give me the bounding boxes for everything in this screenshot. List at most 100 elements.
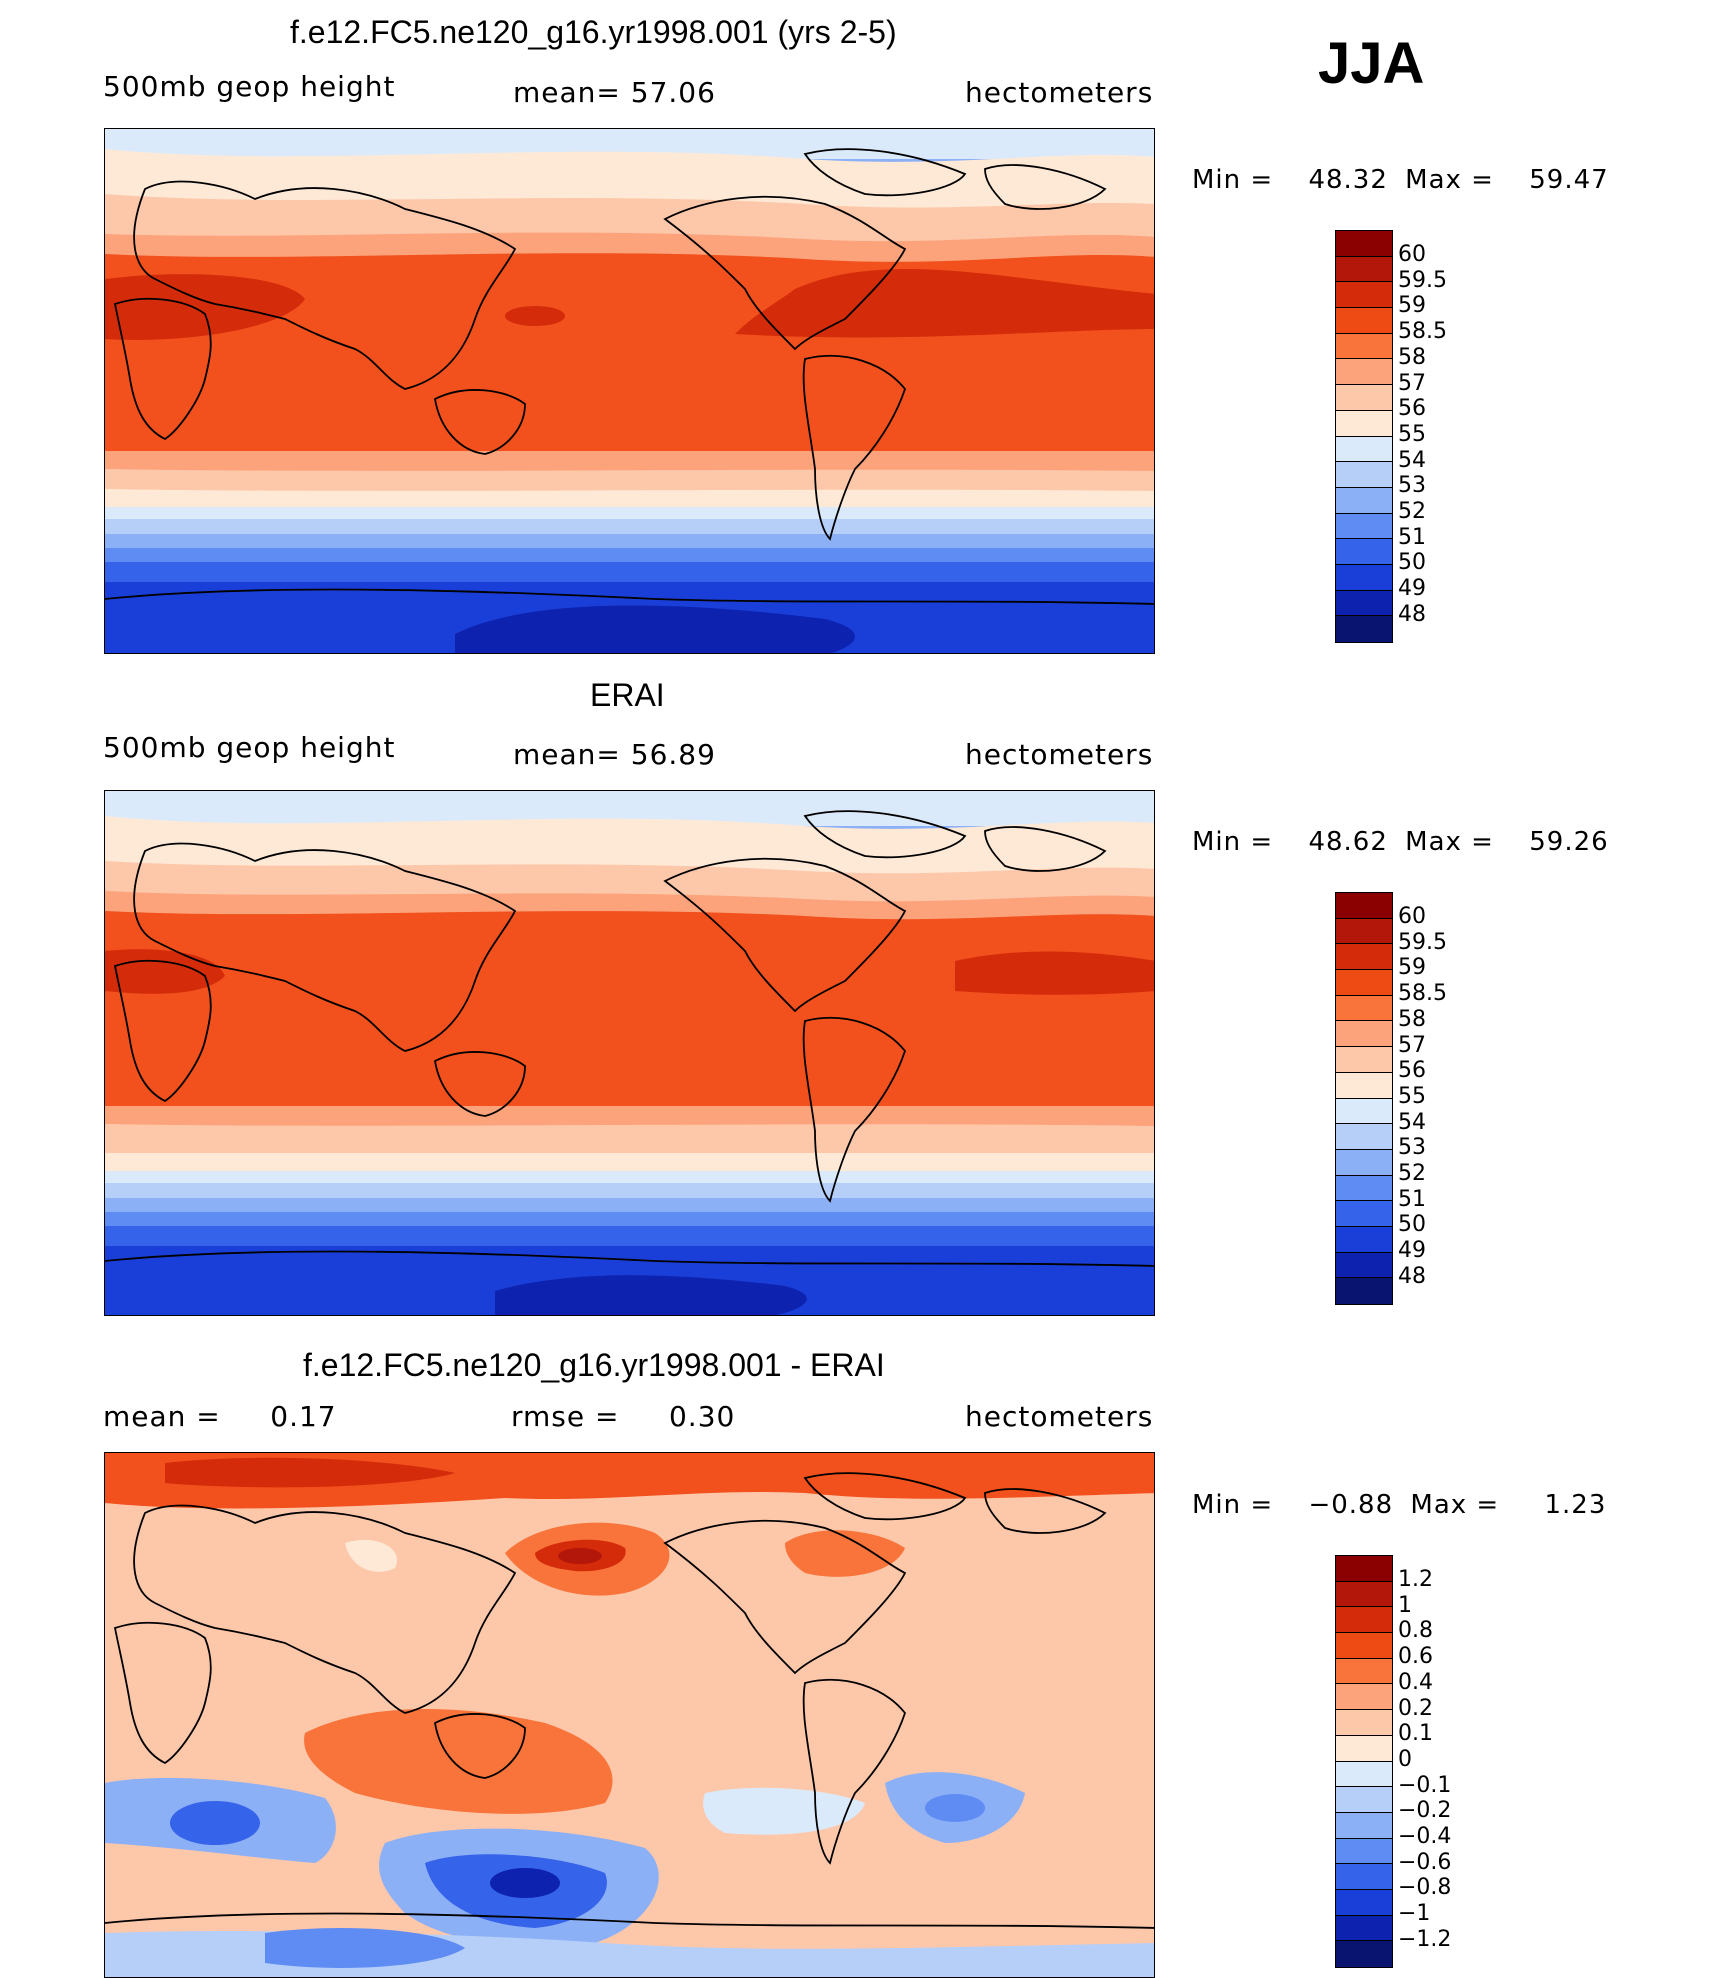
season-label: JJA (1318, 31, 1425, 96)
colorbar-tick-label: 50 (1398, 1212, 1426, 1238)
contour-field (105, 1453, 1154, 1977)
colorbar-swatch (1336, 1175, 1392, 1202)
min-label: Min = (1192, 165, 1274, 195)
colorbar-tick-label: 51 (1398, 1186, 1426, 1212)
max-value: 59.26 (1529, 827, 1609, 857)
contour-field (105, 129, 1154, 653)
colorbar-swatch (1336, 539, 1392, 565)
colorbar-swatch (1336, 1607, 1392, 1634)
panel-units-label: hectometers (965, 76, 1154, 109)
colorbar-swatch (1336, 1072, 1392, 1099)
panel-units-label: hectometers (965, 738, 1154, 771)
colorbar-swatch (1336, 590, 1392, 617)
colorbar-tick-label: 0.8 (1398, 1618, 1433, 1644)
colorbar-tick-label: 59.5 (1398, 267, 1447, 293)
colorbar-tick-label: −0.2 (1398, 1798, 1452, 1824)
colorbar-tick-label: 52 (1398, 499, 1426, 524)
colorbar-swatch (1336, 385, 1392, 411)
colorbar-swatch (1336, 944, 1392, 971)
colorbar-swatch (1336, 1735, 1392, 1762)
colorbar-swatch (1336, 1761, 1392, 1788)
map-diff (104, 1452, 1155, 1978)
colorbar-swatch (1336, 1278, 1392, 1304)
colorbar-swatch (1336, 1201, 1392, 1227)
colorbar-tick-label: −0.6 (1398, 1849, 1452, 1875)
colorbar-tick-label: 53 (1398, 1135, 1426, 1161)
colorbar-swatch (1336, 1226, 1392, 1253)
colorbar-tick-label: 56 (1398, 1058, 1426, 1084)
colorbar-swatch (1336, 1787, 1392, 1813)
colorbar-tick-label: 54 (1398, 1109, 1426, 1135)
colorbar-swatch (1336, 1864, 1392, 1890)
colorbar-tick-label: 59.5 (1398, 929, 1447, 955)
colorbar-tick-label: 53 (1398, 473, 1426, 499)
colorbar-swatch (1336, 970, 1392, 996)
colorbar-swatch (1336, 1838, 1392, 1865)
colorbar-swatch (1336, 1633, 1392, 1659)
colorbar-swatch (1336, 333, 1392, 360)
colorbar-tick-label: 58 (1398, 344, 1426, 370)
min-label: Min = (1192, 827, 1274, 857)
colorbar-swatch (1336, 1710, 1392, 1736)
colorbar-tick-label: 0.1 (1398, 1721, 1433, 1747)
colorbar-swatch (1336, 918, 1392, 945)
min-label: Min = (1192, 1490, 1274, 1520)
panel-title: ERAI (590, 677, 665, 713)
colorbar-swatch (1336, 462, 1392, 488)
min-value: 48.62 (1308, 827, 1388, 857)
colorbar-tick-label: 49 (1398, 576, 1426, 602)
max-label: Max = (1405, 165, 1494, 195)
colorbar-model (1335, 230, 1393, 643)
colorbar-swatch (1336, 436, 1392, 463)
max-value: 1.23 (1544, 1490, 1607, 1520)
colorbar-swatch (1336, 1021, 1392, 1048)
map-obs (104, 790, 1155, 1316)
colorbar-swatch (1336, 359, 1392, 386)
colorbar-diff (1335, 1555, 1393, 1968)
colorbar-tick-label: 54 (1398, 447, 1426, 473)
colorbar-tick-label: 60 (1398, 242, 1426, 267)
panel-left-label: 500mb geop height (103, 70, 396, 103)
colorbar-swatch (1336, 1581, 1392, 1608)
colorbar-tick-label: 52 (1398, 1161, 1426, 1186)
panel-mean-label: mean= 56.89 (513, 738, 716, 771)
colorbar-swatch (1336, 995, 1392, 1022)
colorbar-swatch (1336, 231, 1392, 257)
colorbar-swatch (1336, 513, 1392, 540)
colorbar-tick-label: 57 (1398, 370, 1426, 396)
colorbar-swatch (1336, 256, 1392, 283)
min-max-readout: Min = 48.62 Max = 59.26 (1192, 827, 1609, 857)
map-model (104, 128, 1155, 654)
colorbar-tick-label: 48 (1398, 601, 1426, 627)
colorbar-tick-label: 56 (1398, 396, 1426, 422)
colorbar-tick-label: 0.6 (1398, 1644, 1433, 1670)
colorbar-swatch (1336, 1684, 1392, 1711)
colorbar-swatch (1336, 1252, 1392, 1279)
colorbar-obs (1335, 892, 1393, 1305)
colorbar-tick-label: 57 (1398, 1032, 1426, 1058)
contour-field (105, 791, 1154, 1315)
panel-mean-label: mean = 0.17 (103, 1400, 337, 1433)
panel-title: f.e12.FC5.ne120_g16.yr1998.001 - ERAI (303, 1347, 885, 1383)
colorbar-tick-label: 55 (1398, 1083, 1426, 1109)
panel-title: f.e12.FC5.ne120_g16.yr1998.001 (yrs 2-5) (290, 14, 897, 50)
colorbar-tick-label: 48 (1398, 1263, 1426, 1289)
colorbar-tick-label: 58.5 (1398, 981, 1447, 1007)
colorbar-tick-label: 49 (1398, 1238, 1426, 1264)
min-value: 48.32 (1308, 165, 1388, 195)
colorbar-tick-label: 1 (1398, 1592, 1412, 1618)
panel-units-label: hectometers (965, 1400, 1154, 1433)
colorbar-tick-label: 60 (1398, 904, 1426, 929)
colorbar-tick-label: 0 (1398, 1746, 1412, 1772)
colorbar-tick-label: 0.2 (1398, 1695, 1433, 1721)
colorbar-tick-label: 58.5 (1398, 319, 1447, 345)
max-label: Max = (1410, 1490, 1500, 1520)
colorbar-tick-label: 55 (1398, 421, 1426, 447)
colorbar-tick-label: −1 (1398, 1901, 1431, 1927)
panel-rmse-label: rmse = 0.30 (511, 1400, 736, 1433)
colorbar-swatch (1336, 1047, 1392, 1073)
colorbar-tick-label: −0.1 (1398, 1772, 1452, 1798)
colorbar-swatch (1336, 1098, 1392, 1125)
colorbar-tick-label: 0.4 (1398, 1669, 1433, 1695)
colorbar-tick-label: 59 (1398, 955, 1426, 981)
